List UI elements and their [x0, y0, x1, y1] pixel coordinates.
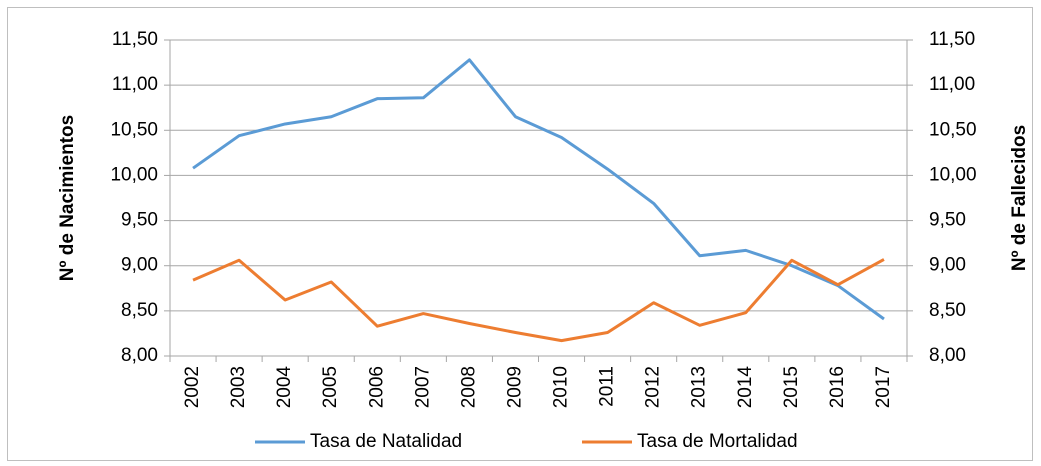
- y2-tick-label: 8,00: [929, 345, 966, 366]
- x-tick-label: 2006: [366, 366, 387, 408]
- y-tick-label: 11,50: [112, 29, 158, 50]
- y-tick-label: 8,50: [121, 300, 158, 321]
- y-tick-label: 10,50: [110, 119, 158, 140]
- x-tick-label: 2010: [551, 366, 572, 408]
- x-tick-label: 2017: [873, 366, 894, 408]
- y2-tick-label: 8,50: [929, 300, 966, 321]
- x-tick-label: 2002: [182, 366, 203, 408]
- x-tick-label: 2008: [458, 366, 479, 408]
- x-tick-label: 2007: [412, 366, 433, 408]
- y-tick-label: 9,50: [121, 210, 158, 231]
- x-tick-label: 2013: [689, 366, 710, 408]
- y2-tick-label: 9,00: [929, 255, 966, 276]
- legend-label: Tasa de Natalidad: [310, 431, 462, 452]
- x-tick-label: 2004: [274, 366, 295, 409]
- y2-tick-label: 11,50: [929, 29, 975, 50]
- x-tick-label: 2014: [735, 366, 756, 409]
- y-tick-label: 10,00: [110, 164, 158, 185]
- x-tick-label: 2005: [320, 366, 341, 408]
- x-tick-label: 2016: [827, 366, 848, 408]
- series-line: [192, 58, 885, 321]
- x-tick-label: 2003: [228, 366, 249, 408]
- legend-label: Tasa de Mortalidad: [637, 431, 798, 452]
- x-tick-label: 2011: [597, 366, 618, 407]
- y-tick-label: 11,00: [112, 74, 158, 95]
- chart-border: [7, 7, 1033, 461]
- y-tick-label: 8,00: [121, 345, 158, 366]
- series-line: [192, 258, 885, 343]
- y-axis-title: Nº de Nacimientos: [57, 115, 78, 281]
- x-tick-label: 2015: [781, 366, 802, 408]
- y2-tick-label: 11,00: [929, 74, 975, 95]
- x-tick-label: 2009: [504, 366, 525, 408]
- y2-axis-title: Nº de Fallecidos: [1009, 125, 1030, 271]
- x-tick-label: 2012: [643, 366, 664, 408]
- y2-tick-label: 9,50: [929, 210, 966, 231]
- y2-tick-label: 10,50: [929, 119, 977, 140]
- y-tick-label: 9,00: [121, 255, 158, 276]
- y2-tick-label: 10,00: [929, 164, 977, 185]
